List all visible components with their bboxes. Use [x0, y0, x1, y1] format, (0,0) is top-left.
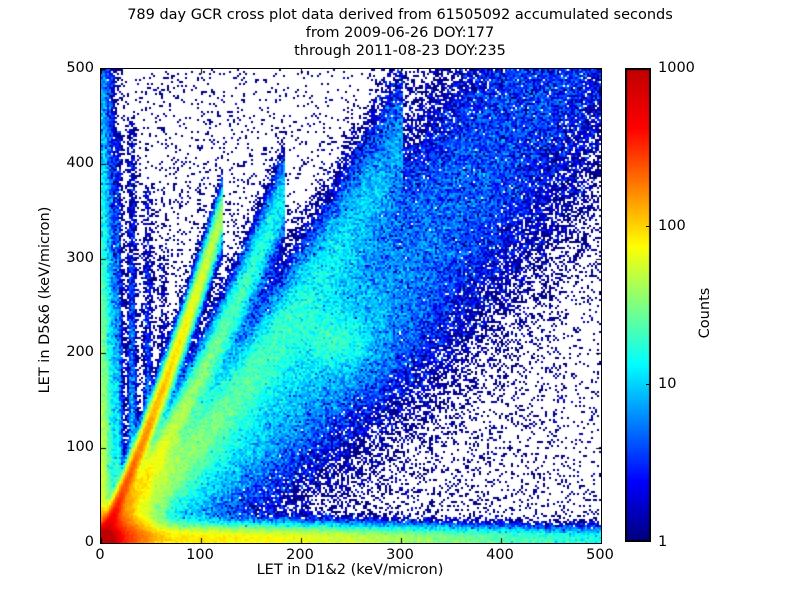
colorbar-tick-mark — [646, 384, 651, 385]
colorbar-gradient — [625, 68, 651, 542]
y-tick-label: 300 — [66, 249, 94, 266]
y-axis-label: LET in D5&6 (keV/micron) — [37, 206, 53, 394]
y-tick-label: 100 — [66, 439, 94, 456]
colorbar-tick-label: 1000 — [658, 60, 695, 76]
plot-axes — [100, 68, 602, 544]
colorbar-tick-label: 10 — [658, 376, 677, 392]
plot-title-line-3: through 2011-08-23 DOY:235 — [294, 43, 506, 59]
y-tick-label: 400 — [66, 154, 94, 171]
x-tick-label: 300 — [386, 547, 414, 563]
colorbar-tick-label: 100 — [658, 218, 686, 234]
colorbar-tick-label: 1 — [658, 534, 668, 550]
plot-title: 789 day GCR cross plot data derived from… — [0, 6, 800, 60]
plot-title-line-2: from 2009-06-26 DOY:177 — [305, 25, 495, 41]
y-tick-label: 200 — [66, 344, 94, 361]
x-tick-label: 0 — [95, 547, 105, 563]
x-tick-label: 400 — [486, 547, 514, 563]
x-tick-label: 100 — [186, 547, 214, 563]
x-tick-label: 200 — [286, 547, 314, 563]
scatter-heatmap — [101, 69, 601, 543]
y-tick-label: 0 — [84, 534, 94, 550]
x-axis-label: LET in D1&2 (keV/micron) — [256, 562, 444, 578]
colorbar-tick-mark — [646, 226, 651, 227]
plot-title-line-1: 789 day GCR cross plot data derived from… — [127, 7, 673, 23]
colorbar — [625, 68, 651, 542]
x-tick-label: 500 — [586, 547, 614, 563]
y-tick-label: 500 — [66, 60, 94, 76]
colorbar-label: Counts — [697, 287, 713, 339]
